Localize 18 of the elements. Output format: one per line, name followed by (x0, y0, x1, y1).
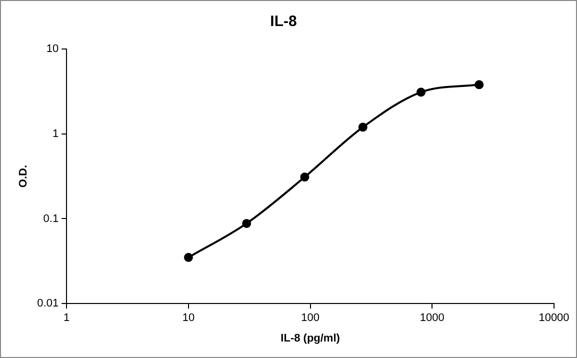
y-tick-label: 1 (52, 128, 59, 140)
point (184, 252, 193, 262)
x-tick-label: 1 (64, 312, 70, 324)
x-tick-label: 1000 (420, 312, 444, 324)
point (358, 122, 368, 132)
x-tick-label: 100 (301, 312, 320, 324)
x-axis-title: IL-8 (pg/ml) (280, 332, 340, 344)
y-tick-label: 10 (46, 43, 59, 56)
point (242, 218, 252, 228)
point (300, 172, 310, 182)
point (416, 88, 426, 97)
y-tick-label: 0.01 (37, 298, 59, 310)
x-tick-label: 10000 (538, 312, 570, 324)
point (474, 80, 484, 90)
chart-title: IL-8 (270, 13, 297, 30)
y-tick-label: 0.1 (43, 212, 59, 225)
y-axis-title: O.D. (18, 164, 30, 188)
x-tick-label: 10 (182, 312, 195, 324)
